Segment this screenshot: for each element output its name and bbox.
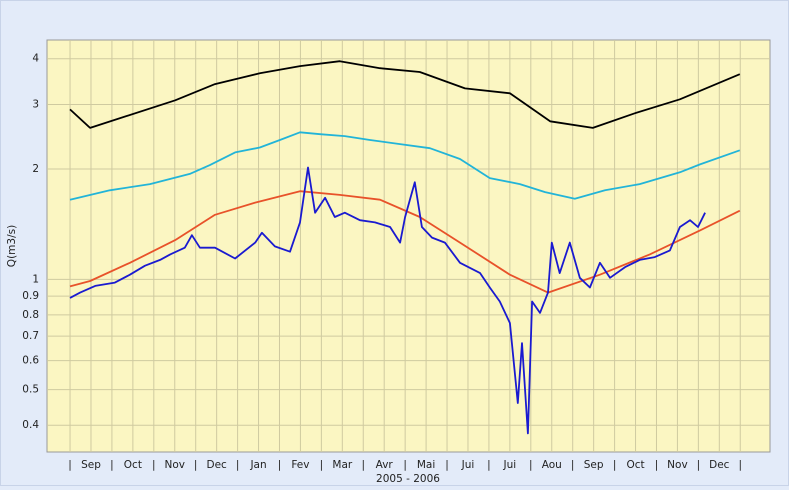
y-tick-label: 0.8 bbox=[22, 309, 39, 321]
x-tick-label: Fev bbox=[291, 459, 309, 471]
y-tick-label: 0.6 bbox=[22, 355, 39, 367]
y-tick-label: 0.4 bbox=[22, 419, 39, 431]
x-tick-label: Nov bbox=[667, 459, 688, 471]
x-tick-label: | bbox=[68, 459, 72, 471]
x-tick-label: | bbox=[403, 459, 407, 471]
x-axis-title: 2005 - 2006 bbox=[376, 473, 440, 485]
plot-area bbox=[46, 39, 771, 453]
y-tick-label: 0.7 bbox=[22, 330, 39, 342]
x-tick-label: Aou bbox=[542, 459, 562, 471]
x-tick-label: | bbox=[571, 459, 575, 471]
x-tick-label: | bbox=[738, 459, 742, 471]
x-tick-label: Oct bbox=[626, 459, 644, 471]
y-axis-title: Q(m3/s) bbox=[6, 225, 18, 267]
x-tick-label: Jui bbox=[461, 459, 475, 471]
x-tick-label: | bbox=[110, 459, 114, 471]
x-tick-label: Mai bbox=[417, 459, 435, 471]
y-tick-label: 3 bbox=[32, 99, 39, 111]
x-tick-label: | bbox=[613, 459, 617, 471]
y-tick-label: 0.9 bbox=[22, 290, 39, 302]
series-line bbox=[69, 190, 741, 294]
x-tick-label: Nov bbox=[165, 459, 186, 471]
x-tick-label: | bbox=[278, 459, 282, 471]
y-tick-label: 2 bbox=[32, 163, 39, 175]
x-tick-label: Dec bbox=[709, 459, 730, 471]
series-line bbox=[69, 60, 741, 129]
y-tick-label: 1 bbox=[32, 273, 39, 285]
y-tick-label: 0.5 bbox=[22, 384, 39, 396]
x-tick-label: Jan bbox=[249, 459, 266, 471]
x-tick-label: Oct bbox=[124, 459, 142, 471]
x-tick-label: Mar bbox=[332, 459, 352, 471]
x-tick-label: | bbox=[697, 459, 701, 471]
series-line bbox=[69, 166, 706, 435]
x-tick-label: | bbox=[487, 459, 491, 471]
x-tick-label: | bbox=[236, 459, 240, 471]
x-tick-label: Dec bbox=[206, 459, 227, 471]
x-tick-label: Sep bbox=[81, 459, 101, 471]
x-tick-label: | bbox=[320, 459, 324, 471]
x-tick-label: Sep bbox=[584, 459, 604, 471]
x-tick-label: | bbox=[194, 459, 198, 471]
x-tick-label: Jui bbox=[503, 459, 517, 471]
y-tick-label: 4 bbox=[32, 53, 39, 65]
x-tick-label: Avr bbox=[376, 459, 394, 471]
x-tick-label: | bbox=[445, 459, 449, 471]
x-tick-label: | bbox=[152, 459, 156, 471]
x-tick-label: | bbox=[529, 459, 533, 471]
series-line bbox=[69, 131, 741, 201]
x-tick-label: | bbox=[655, 459, 659, 471]
x-tick-label: | bbox=[361, 459, 365, 471]
